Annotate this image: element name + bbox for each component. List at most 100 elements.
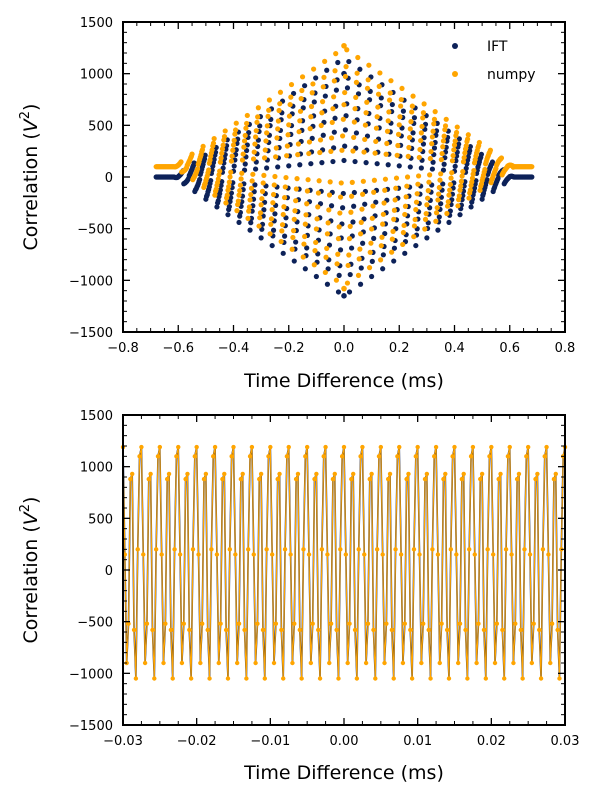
data-point-numpy bbox=[281, 676, 286, 681]
data-point-numpy bbox=[470, 444, 476, 450]
data-point-numpy bbox=[452, 138, 458, 144]
data-point-numpy bbox=[345, 660, 350, 666]
data-point-numpy bbox=[389, 249, 395, 255]
data-point-ift bbox=[264, 165, 270, 171]
data-point-numpy bbox=[494, 621, 500, 626]
data-point-numpy bbox=[251, 552, 256, 557]
data-point-ift bbox=[286, 163, 292, 169]
data-point-numpy bbox=[418, 130, 424, 136]
data-point-numpy bbox=[282, 547, 288, 552]
bottom-y-axis-label: Correlation (V2) bbox=[18, 497, 42, 644]
data-point-numpy bbox=[304, 188, 310, 194]
data-point-ift bbox=[257, 123, 263, 129]
data-point-numpy bbox=[299, 87, 305, 94]
data-point-numpy bbox=[485, 547, 490, 552]
top-chart-marks bbox=[153, 42, 535, 299]
data-point-numpy bbox=[404, 183, 410, 189]
data-point-numpy bbox=[387, 90, 393, 96]
data-point-ift bbox=[324, 281, 331, 287]
data-point-ift bbox=[357, 281, 364, 287]
data-point-ift bbox=[344, 85, 351, 91]
data-point-ift bbox=[374, 161, 380, 167]
data-point-numpy bbox=[468, 454, 474, 459]
data-point-numpy bbox=[251, 149, 257, 155]
data-point-numpy bbox=[330, 106, 336, 112]
data-point-numpy bbox=[459, 476, 465, 482]
data-point-numpy bbox=[288, 552, 293, 557]
data-point-numpy bbox=[373, 676, 378, 681]
data-point-ift bbox=[297, 162, 303, 168]
data-point-numpy bbox=[266, 97, 273, 103]
data-point-numpy bbox=[422, 226, 428, 232]
data-point-numpy bbox=[235, 198, 241, 204]
data-point-numpy bbox=[348, 209, 354, 215]
data-point-numpy bbox=[438, 157, 444, 163]
data-point-numpy bbox=[362, 136, 368, 143]
data-point-numpy bbox=[459, 173, 465, 179]
data-point-numpy bbox=[306, 139, 313, 145]
data-point-ift bbox=[309, 135, 315, 141]
data-point-numpy bbox=[135, 547, 140, 552]
data-point-numpy bbox=[311, 262, 317, 268]
data-point-numpy bbox=[227, 174, 233, 180]
data-point-numpy bbox=[440, 138, 447, 144]
data-point-numpy bbox=[551, 476, 557, 482]
data-point-numpy bbox=[223, 200, 229, 206]
bottom-x-tick-label: −0.03 bbox=[103, 734, 143, 749]
data-point-numpy bbox=[417, 146, 423, 153]
data-point-ift bbox=[311, 99, 317, 105]
data-point-numpy bbox=[210, 140, 217, 146]
data-point-numpy bbox=[340, 133, 346, 139]
data-point-numpy bbox=[152, 676, 157, 681]
data-point-numpy bbox=[477, 187, 483, 193]
bottom-x-tick-label: 0.00 bbox=[330, 734, 359, 749]
data-point-ift bbox=[220, 165, 226, 171]
top-x-tick-label: 0.2 bbox=[389, 341, 410, 356]
data-point-ift bbox=[313, 75, 319, 81]
data-point-ift bbox=[438, 201, 444, 207]
data-point-ift bbox=[385, 162, 391, 168]
data-point-numpy bbox=[285, 132, 291, 138]
data-point-ift bbox=[336, 272, 342, 278]
data-point-ift bbox=[436, 214, 442, 220]
data-point-numpy bbox=[241, 138, 248, 144]
data-point-numpy bbox=[336, 676, 341, 681]
data-point-numpy bbox=[518, 627, 523, 633]
data-point-numpy bbox=[220, 476, 225, 482]
data-point-numpy bbox=[460, 169, 466, 175]
data-point-numpy bbox=[429, 134, 435, 140]
series-ift-points bbox=[153, 58, 535, 299]
data-point-numpy bbox=[433, 218, 439, 224]
data-point-numpy bbox=[339, 454, 345, 459]
data-point-numpy bbox=[201, 476, 207, 482]
data-point-numpy bbox=[430, 547, 435, 552]
data-point-numpy bbox=[288, 81, 295, 88]
series-numpy-points bbox=[153, 42, 535, 292]
data-point-numpy bbox=[343, 552, 349, 557]
data-point-numpy bbox=[492, 660, 498, 666]
data-point-numpy bbox=[439, 621, 444, 626]
data-point-numpy bbox=[264, 123, 270, 129]
data-point-ift bbox=[400, 108, 406, 114]
legend-label-numpy: numpy bbox=[487, 67, 536, 83]
data-point-numpy bbox=[333, 51, 339, 57]
data-point-numpy bbox=[395, 142, 401, 149]
data-point-numpy bbox=[259, 188, 266, 194]
data-point-numpy bbox=[420, 110, 427, 116]
data-point-numpy bbox=[131, 627, 137, 633]
data-point-numpy bbox=[375, 91, 382, 97]
data-point-ift bbox=[360, 240, 366, 246]
data-point-ift bbox=[352, 158, 358, 165]
data-point-numpy bbox=[361, 149, 367, 155]
data-point-numpy bbox=[262, 147, 268, 153]
data-point-numpy bbox=[317, 676, 323, 681]
data-point-numpy bbox=[447, 187, 453, 193]
data-point-numpy bbox=[423, 211, 429, 217]
data-point-numpy bbox=[433, 210, 440, 216]
data-point-numpy bbox=[352, 106, 358, 112]
data-point-numpy bbox=[373, 138, 379, 145]
data-point-numpy bbox=[482, 166, 488, 173]
data-point-ift bbox=[425, 220, 431, 226]
data-point-ift bbox=[308, 161, 314, 167]
data-point-numpy bbox=[544, 444, 549, 450]
